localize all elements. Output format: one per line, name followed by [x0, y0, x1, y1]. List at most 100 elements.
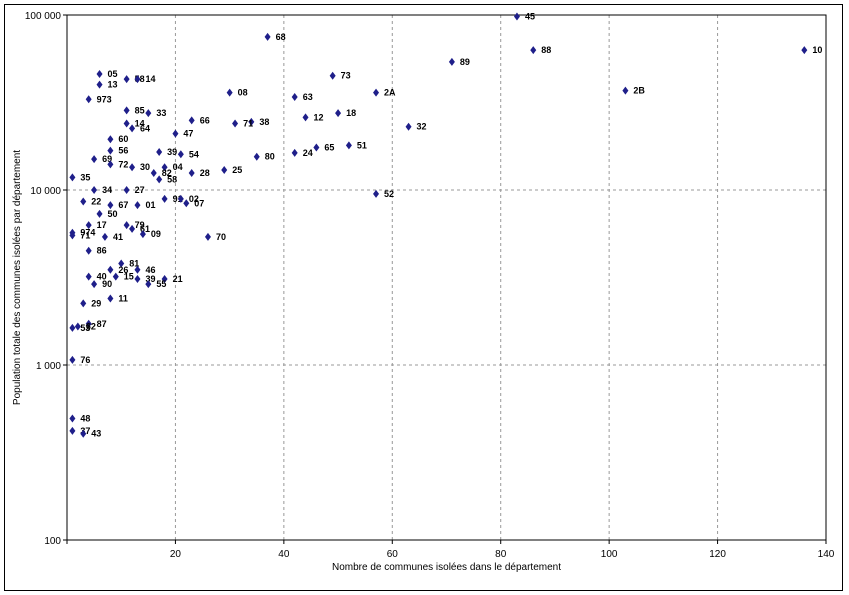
- point-label: 2B: [633, 86, 645, 96]
- data-point: 33: [145, 108, 166, 118]
- point-label: 29: [91, 298, 101, 308]
- point-label: 37: [80, 426, 90, 436]
- point-marker: [69, 355, 76, 364]
- point-label: 05: [108, 69, 118, 79]
- point-label: 50: [108, 209, 118, 219]
- point-label: 22: [91, 196, 101, 206]
- point-marker: [232, 119, 239, 128]
- point-marker: [69, 231, 76, 240]
- point-label: 51: [357, 140, 367, 150]
- point-marker: [134, 265, 141, 274]
- data-point: 05: [96, 69, 118, 79]
- point-label: 13: [108, 80, 118, 90]
- point-label: 82: [162, 168, 172, 178]
- point-label: 52: [384, 189, 394, 199]
- data-point: 29: [80, 298, 101, 308]
- point-label: 04: [173, 162, 183, 172]
- point-label: 40: [97, 272, 107, 282]
- data-point: 27: [123, 185, 145, 195]
- point-marker: [530, 46, 537, 55]
- data-point: 08: [226, 88, 248, 98]
- point-label: 14: [135, 118, 145, 128]
- point-label: 90: [102, 279, 112, 289]
- data-point: 67: [107, 200, 128, 210]
- point-label: 66: [200, 115, 210, 125]
- data-point: 82: [150, 168, 172, 178]
- data-point: 18: [335, 108, 356, 118]
- point-marker: [123, 106, 130, 115]
- data-point: 91: [161, 194, 183, 204]
- grid: [67, 15, 826, 540]
- y-tick-label: 10 000: [30, 186, 61, 197]
- point-label: 28: [200, 168, 210, 178]
- y-tick-label: 100: [44, 536, 61, 547]
- point-marker: [226, 88, 233, 97]
- x-tick-label: 140: [818, 549, 835, 560]
- point-label: 32: [417, 122, 427, 132]
- point-label: 87: [97, 319, 107, 329]
- data-point: 62: [74, 321, 96, 331]
- point-marker: [129, 163, 136, 172]
- point-marker: [183, 199, 190, 208]
- point-label: 70: [216, 232, 226, 242]
- point-label: 79: [135, 220, 145, 230]
- x-axis-title: Nombre de communes isolées dans le dépar…: [332, 562, 561, 573]
- data-point: 85: [123, 105, 145, 115]
- data-point: 71: [69, 230, 90, 240]
- data-point: 2A: [373, 88, 396, 98]
- point-label: 08: [238, 88, 248, 98]
- point-marker: [69, 414, 76, 423]
- point-label: 86: [97, 246, 107, 256]
- point-label: 71: [243, 118, 253, 128]
- point-label: 53: [80, 323, 90, 333]
- data-point: 32: [405, 122, 427, 132]
- data-point: 13: [96, 80, 118, 90]
- point-marker: [145, 280, 152, 289]
- point-marker: [107, 265, 114, 274]
- point-label: 34: [102, 185, 112, 195]
- point-marker: [134, 275, 141, 284]
- point-marker: [188, 116, 195, 125]
- point-marker: [156, 175, 163, 184]
- point-marker: [134, 201, 141, 210]
- point-label: 47: [183, 129, 193, 139]
- data-point: 12: [302, 112, 324, 122]
- data-point: 90: [91, 279, 112, 289]
- point-marker: [96, 80, 103, 89]
- data-point: 09: [139, 229, 161, 239]
- point-label: 55: [156, 279, 166, 289]
- x-tick-label: 100: [601, 549, 618, 560]
- point-marker: [80, 197, 87, 206]
- point-label: 61: [140, 224, 150, 234]
- point-marker: [156, 147, 163, 156]
- point-marker: [405, 122, 412, 131]
- data-point: 14: [134, 74, 155, 84]
- chart-frame: [4, 4, 843, 591]
- point-label: 62: [86, 321, 96, 331]
- point-marker: [91, 155, 98, 164]
- point-marker: [107, 201, 114, 210]
- point-label: 68: [276, 32, 286, 42]
- point-label: 07: [194, 198, 204, 208]
- point-marker: [96, 70, 103, 79]
- point-label: 35: [80, 172, 90, 182]
- point-label: 76: [80, 355, 90, 365]
- point-label: 01: [145, 200, 155, 210]
- point-marker: [177, 150, 184, 159]
- data-point: 51: [345, 140, 367, 150]
- point-marker: [248, 117, 255, 126]
- data-point: 61: [129, 224, 150, 234]
- point-marker: [91, 280, 98, 289]
- data-point: 45: [513, 12, 535, 22]
- point-marker: [335, 109, 342, 118]
- point-marker: [129, 124, 136, 133]
- point-marker: [513, 12, 520, 21]
- point-label: 43: [91, 429, 101, 439]
- data-point: 73: [329, 71, 351, 81]
- point-marker: [123, 186, 130, 194]
- data-point: 69: [91, 154, 112, 164]
- point-marker: [96, 209, 103, 218]
- point-label: 45: [525, 12, 535, 22]
- point-label: 974: [80, 228, 95, 238]
- plot-area: [66, 14, 827, 541]
